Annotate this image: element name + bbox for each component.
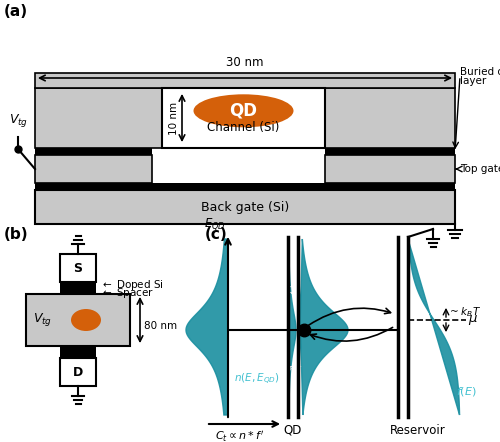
Text: ~ $k_BT$: ~ $k_BT$ <box>449 305 482 319</box>
Text: 80 nm: 80 nm <box>144 321 177 331</box>
Text: $\leftarrow$ Doped Si: $\leftarrow$ Doped Si <box>100 278 164 292</box>
Text: Back gate (Si): Back gate (Si) <box>201 201 289 213</box>
Bar <box>35 73 455 88</box>
Text: $2\hbar\Gamma$: $2\hbar\Gamma$ <box>280 364 303 376</box>
Bar <box>35 148 152 155</box>
Polygon shape <box>288 239 296 415</box>
Text: Top gate (Poly Si): Top gate (Poly Si) <box>460 164 500 174</box>
Bar <box>60 346 96 358</box>
Text: $\mu$: $\mu$ <box>468 313 478 327</box>
Bar <box>325 148 455 155</box>
Bar <box>60 358 96 386</box>
Bar <box>315 88 455 148</box>
Text: Buried oxide: Buried oxide <box>460 67 500 77</box>
Text: $C_t \propto n*f'$: $C_t \propto n*f'$ <box>216 430 264 442</box>
Text: $n(E,E_{QD})$: $n(E,E_{QD})$ <box>234 372 280 387</box>
Text: 30 nm: 30 nm <box>226 56 264 69</box>
Ellipse shape <box>71 309 101 331</box>
Text: $E_{QD}$: $E_{QD}$ <box>280 283 301 298</box>
Text: (b): (b) <box>4 227 28 242</box>
Bar <box>26 294 130 346</box>
Text: (c): (c) <box>205 227 228 242</box>
Bar <box>35 190 455 224</box>
Bar <box>60 282 96 294</box>
Text: QD: QD <box>284 423 302 437</box>
Bar <box>162 88 325 148</box>
Polygon shape <box>186 239 228 415</box>
Text: Reservoir: Reservoir <box>390 423 446 437</box>
Text: $V_{tg}$: $V_{tg}$ <box>33 312 52 328</box>
Bar <box>35 183 455 190</box>
Text: $V_{tg}$: $V_{tg}$ <box>10 112 29 129</box>
Polygon shape <box>298 239 348 415</box>
Ellipse shape <box>194 94 294 127</box>
Text: $E_{QD}$: $E_{QD}$ <box>204 216 226 232</box>
Text: $\leftarrow$ Spacer: $\leftarrow$ Spacer <box>100 286 154 300</box>
Text: QD: QD <box>230 102 258 120</box>
Text: D: D <box>73 366 83 378</box>
Text: (a): (a) <box>4 4 28 19</box>
Text: 10 nm: 10 nm <box>169 101 179 134</box>
Text: Channel (Si): Channel (Si) <box>208 121 280 134</box>
Bar <box>35 155 152 183</box>
Text: $f(E)$: $f(E)$ <box>456 385 476 398</box>
Bar <box>60 254 96 282</box>
Text: layer: layer <box>460 76 486 86</box>
Text: S: S <box>74 262 82 274</box>
Polygon shape <box>408 239 460 415</box>
Bar <box>35 88 162 148</box>
Bar <box>325 155 455 183</box>
